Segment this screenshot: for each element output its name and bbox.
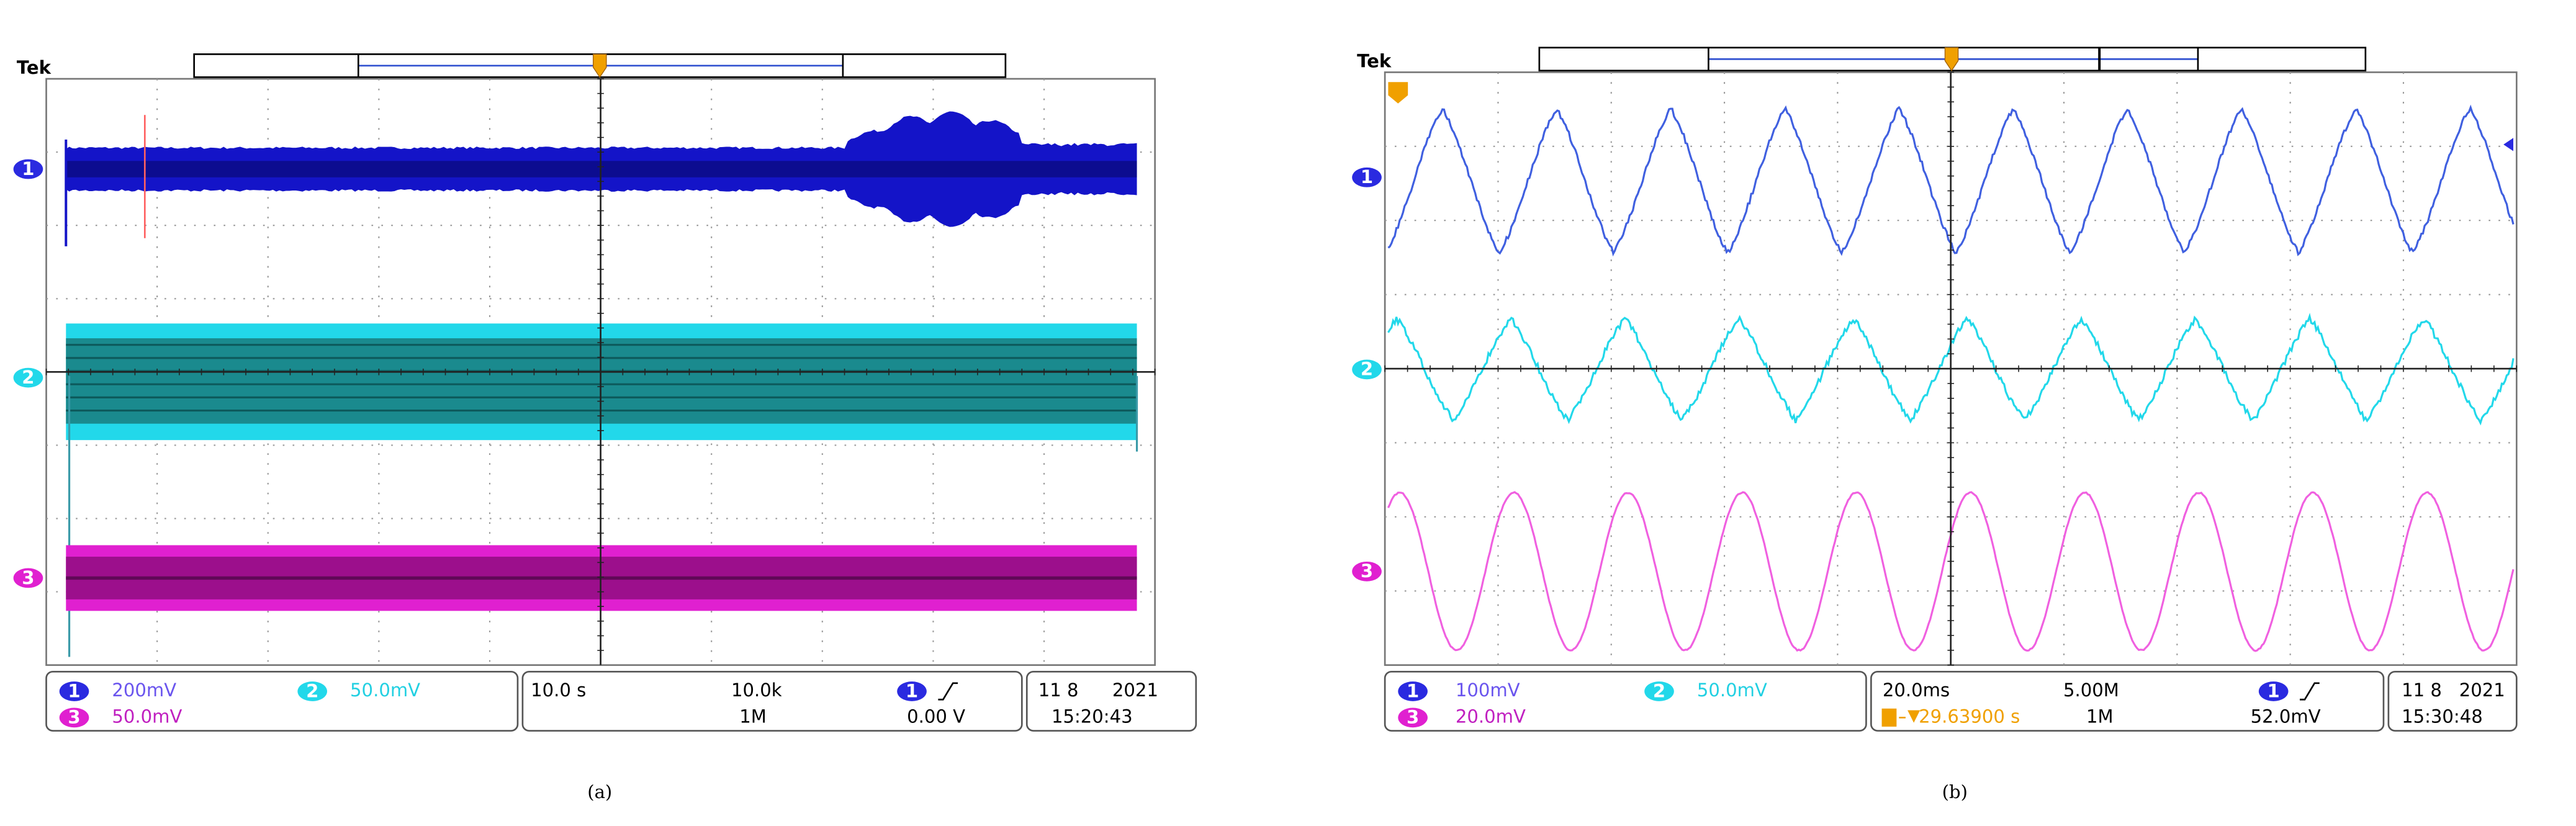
channel-badge	[1644, 681, 1674, 701]
channel-number: 2	[1653, 680, 1665, 701]
date: 11 8	[2402, 680, 2442, 701]
channel-number: 1	[1407, 680, 1419, 701]
channel-scale: 50.0mV	[1697, 680, 1767, 701]
channel-number: 3	[22, 567, 34, 588]
channel-badge	[13, 568, 43, 588]
date: 11 8	[1038, 680, 1079, 701]
slope-icon	[938, 682, 958, 701]
channel-badge	[1398, 681, 1428, 701]
channel-scale: 200mV	[112, 680, 176, 701]
status-box	[1870, 670, 2385, 732]
trigger-icon	[1388, 82, 1408, 104]
channel-scale: 50.0mV	[350, 680, 420, 701]
brand: Tek	[17, 57, 52, 78]
channel-badge	[2258, 681, 2289, 701]
channel-badge	[897, 681, 927, 701]
trigger-channel: 1	[2268, 680, 2280, 701]
channel-scale: 20.0mV	[1456, 706, 1526, 727]
horizontal-scale: 10.0 s	[531, 680, 586, 701]
sample-rate: 5.00M	[2063, 680, 2119, 701]
brand: Tek	[1357, 51, 1392, 72]
status-box	[45, 670, 519, 732]
trigger-marker	[593, 53, 607, 78]
time: 15:20:43	[1052, 706, 1133, 727]
channel-number: 2	[22, 367, 34, 388]
channel-badge	[1352, 359, 1382, 380]
record-length: 1M	[2086, 706, 2114, 727]
status-box	[521, 670, 1023, 732]
channel-badge	[1352, 167, 1382, 187]
horizontal-scale: 20.0ms	[1883, 680, 1950, 701]
time: 15:30:48	[2402, 706, 2483, 727]
sample-rate: 10.0k	[731, 680, 782, 701]
panel-label: (b)	[1942, 781, 1968, 802]
trigger-level: 52.0mV	[2251, 706, 2321, 727]
status-box	[2387, 670, 2518, 732]
slope-icon	[2300, 682, 2320, 701]
record-length: 1M	[739, 706, 767, 727]
trigger-level: 0.00 V	[907, 706, 965, 727]
channel-badge	[13, 159, 43, 179]
channel-number: 1	[1361, 166, 1373, 187]
channel-number: 3	[1361, 560, 1373, 581]
trigger-offset: 29.63900 s	[1919, 706, 2020, 727]
channel-number: 3	[68, 707, 80, 728]
year: 2021	[1112, 680, 1158, 701]
channel-number: 1	[22, 158, 34, 179]
channel-scale: 100mV	[1456, 680, 1520, 701]
level-marker	[2503, 138, 2514, 151]
channel-badge	[59, 681, 89, 701]
panel-label: (a)	[587, 781, 612, 802]
channel-badge	[1398, 707, 1428, 728]
channel-badge	[297, 681, 328, 701]
channel-badge	[13, 367, 43, 388]
status-box	[1025, 670, 1197, 732]
trigger-offset-icon	[1881, 708, 1921, 727]
channel-number: 3	[1407, 707, 1419, 728]
channel-scale: 50.0mV	[112, 706, 182, 727]
channel-number: 2	[1361, 359, 1373, 380]
channel-number: 1	[68, 680, 80, 701]
year: 2021	[2459, 680, 2505, 701]
channel-badge	[59, 707, 89, 728]
channel-number: 2	[306, 680, 318, 701]
trigger-channel: 1	[906, 680, 918, 701]
status-box	[1384, 670, 1867, 732]
trigger-marker	[1944, 47, 1959, 71]
channel-badge	[1352, 561, 1382, 581]
